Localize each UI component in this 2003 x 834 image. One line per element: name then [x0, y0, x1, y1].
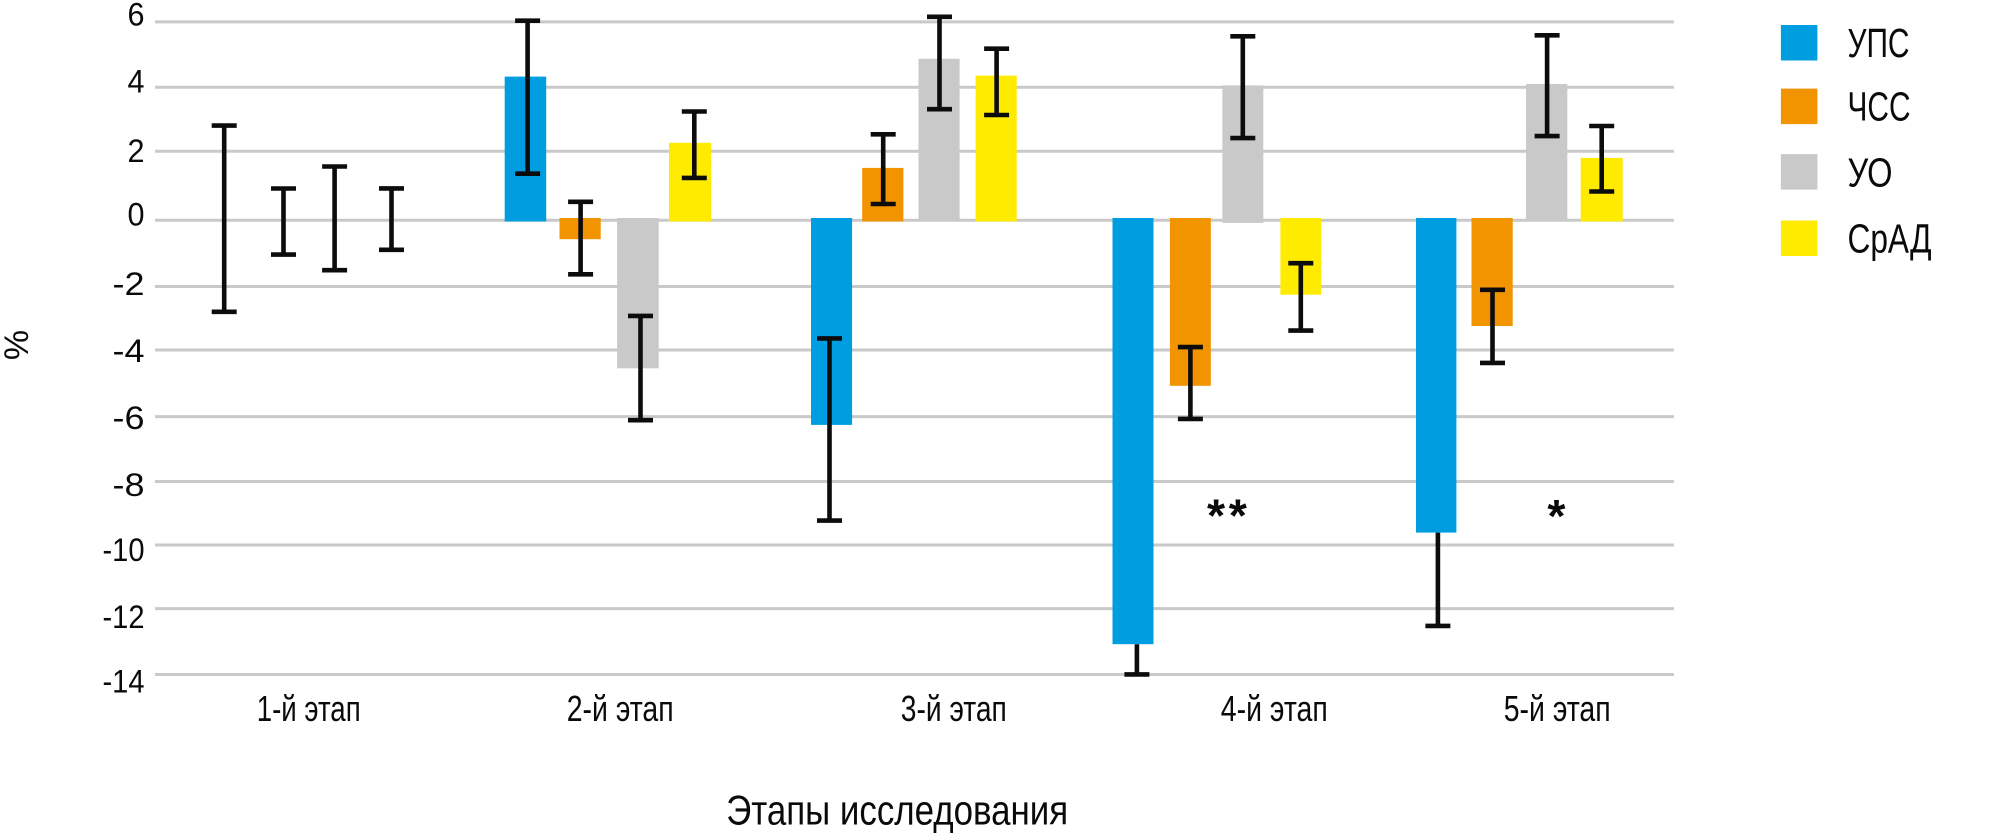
svg-text:*: * — [1229, 490, 1248, 542]
svg-text:ЧСС: ЧСС — [1848, 84, 1911, 130]
svg-text:-2: -2 — [113, 266, 145, 302]
svg-text:-12: -12 — [103, 599, 145, 635]
svg-text:СрАД: СрАД — [1848, 216, 1932, 262]
svg-text:Этапы исследования: Этапы исследования — [726, 786, 1068, 833]
svg-text:УО: УО — [1848, 149, 1893, 195]
svg-text:%: % — [0, 330, 36, 360]
svg-text:*: * — [1547, 490, 1566, 542]
svg-text:-4: -4 — [113, 333, 145, 369]
svg-text:4: 4 — [128, 63, 145, 99]
svg-text:1-й этап: 1-й этап — [257, 688, 361, 729]
svg-text:4-й этап: 4-й этап — [1221, 688, 1328, 729]
svg-text:3-й этап: 3-й этап — [901, 688, 1007, 729]
svg-text:*: * — [1207, 490, 1226, 542]
svg-text:УПС: УПС — [1848, 20, 1910, 66]
svg-text:2: 2 — [128, 133, 145, 169]
svg-text:0: 0 — [128, 197, 145, 233]
svg-text:-8: -8 — [113, 467, 145, 503]
svg-text:-14: -14 — [103, 663, 145, 699]
svg-text:-10: -10 — [103, 532, 145, 568]
svg-text:6: 6 — [128, 0, 145, 32]
svg-text:2-й этап: 2-й этап — [567, 688, 674, 729]
svg-text:-6: -6 — [113, 400, 145, 436]
svg-text:5-й этап: 5-й этап — [1504, 688, 1611, 729]
